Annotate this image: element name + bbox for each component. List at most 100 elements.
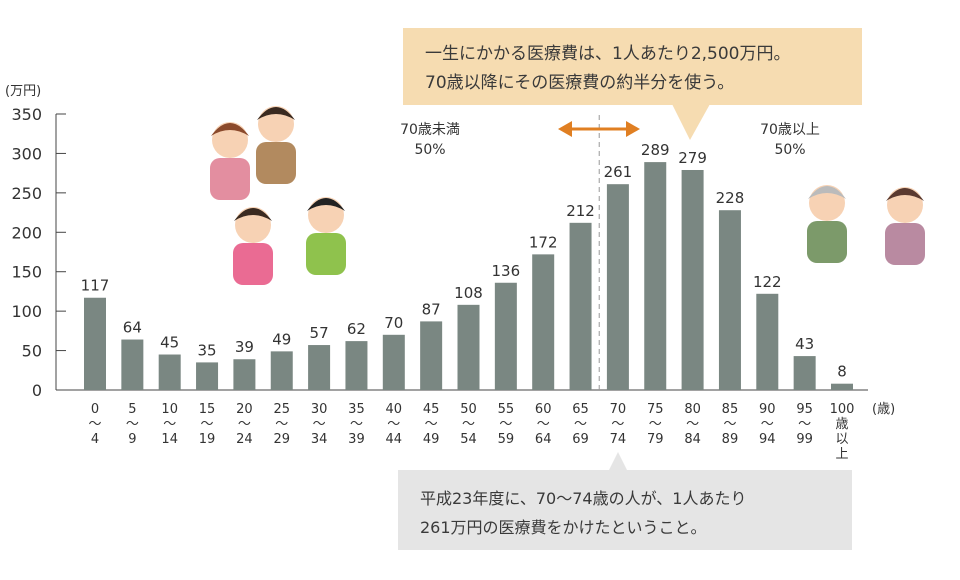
x-tick-label: 44 [386, 432, 403, 447]
bar [233, 359, 256, 390]
bar-value-label: 49 [272, 330, 291, 348]
bar [158, 354, 181, 390]
father-illustration-hair [257, 107, 295, 120]
x-tick-label: 20 [236, 402, 253, 417]
x-tick-label: 75 [647, 402, 664, 417]
x-tick-label: 〜 [537, 417, 550, 432]
bar-value-label: 122 [753, 273, 782, 291]
bar-value-label: 35 [198, 341, 217, 359]
x-tick-label: 54 [460, 432, 477, 447]
x-tick-label: 19 [199, 432, 216, 447]
x-tick-label: 4 [91, 432, 99, 447]
x-tick-label: 以 [835, 432, 848, 447]
bar [420, 321, 443, 390]
y-tick-label: 350 [11, 105, 42, 124]
arrow-right-head [626, 121, 640, 137]
annotation-under70-value: 50% [414, 142, 446, 158]
x-tick-label: 〜 [686, 417, 699, 432]
x-tick-label: 35 [348, 402, 365, 417]
bar [494, 282, 517, 390]
x-tick-label: 15 [199, 402, 216, 417]
y-tick-label: 250 [11, 184, 42, 203]
y-tick-label: 150 [11, 263, 42, 282]
x-tick-label: 〜 [649, 417, 662, 432]
callout-bottom: 平成23年度に、70〜74歳の人が、1人あたり 261万円の医療費をかけたという… [398, 470, 852, 550]
x-tick-label: 〜 [798, 417, 811, 432]
bar [569, 222, 592, 390]
x-tick-label: 60 [535, 402, 552, 417]
x-tick-label: 14 [161, 432, 178, 447]
girl-illustration-body [233, 243, 273, 285]
arrow-left-head [558, 121, 572, 137]
bar-value-label: 87 [422, 300, 441, 318]
x-axis-label: (歳) [872, 402, 895, 417]
callout-top-line1: 一生にかかる医療費は、1人あたり2,500万円。 [425, 44, 791, 64]
callout-top: 一生にかかる医療費は、1人あたり2,500万円。 70歳以降にその医療費の約半分… [403, 28, 862, 105]
bar [606, 184, 629, 390]
boy-illustration-hair [307, 198, 345, 211]
x-tick-label: 〜 [238, 417, 251, 432]
callout-bottom-pointer [608, 452, 628, 472]
x-tick-label: 〜 [499, 417, 512, 432]
bar-value-label: 62 [347, 320, 366, 338]
x-tick-label: 79 [647, 432, 664, 447]
annotation-over70-label: 70歳以上 [760, 122, 820, 138]
x-tick-label: 40 [386, 402, 403, 417]
x-tick-label: 39 [348, 432, 365, 447]
x-tick-label: 〜 [723, 417, 736, 432]
bar [532, 254, 555, 390]
x-tick-label: 65 [572, 402, 589, 417]
x-tick-label: 9 [128, 432, 136, 447]
bar-value-label: 64 [123, 319, 142, 337]
x-tick-label: 25 [273, 402, 290, 417]
bar [121, 339, 144, 390]
x-tick-label: 90 [759, 402, 776, 417]
x-tick-label: 49 [423, 432, 440, 447]
x-tick-label: 50 [460, 402, 477, 417]
boy-illustration-body [306, 233, 346, 275]
x-tick-label: 〜 [163, 417, 176, 432]
mother-illustration-body [210, 158, 250, 200]
x-tick-label: 〜 [126, 417, 139, 432]
x-tick-label: 〜 [761, 417, 774, 432]
y-axis-label: (万円) [5, 84, 41, 99]
x-tick-label: 〜 [201, 417, 214, 432]
x-tick-label: 〜 [387, 417, 400, 432]
bar-value-label: 45 [160, 334, 179, 352]
mother-illustration-hair [211, 123, 249, 136]
bar [831, 383, 853, 390]
x-tick-label: 〜 [425, 417, 438, 432]
callout-bottom-line2: 261万円の医療費をかけたということ。 [420, 518, 707, 537]
bar [756, 293, 779, 390]
x-tick-label: 〜 [313, 417, 326, 432]
callout-bottom-line1: 平成23年度に、70〜74歳の人が、1人あたり [420, 489, 747, 508]
x-tick-label: 99 [796, 432, 813, 447]
annotation-under70: 70歳未満 50% [385, 120, 475, 160]
grandfather-illustration-body [807, 221, 847, 263]
bar-value-label: 136 [492, 262, 521, 280]
bar [196, 362, 219, 390]
bar [382, 334, 405, 390]
bar-value-label: 117 [81, 277, 110, 295]
bar-value-label: 108 [454, 284, 483, 302]
x-tick-label: 70 [610, 402, 627, 417]
x-tick-label: 上 [835, 447, 848, 462]
bar [345, 341, 368, 390]
x-tick-label: 80 [684, 402, 701, 417]
x-tick-label: 95 [796, 402, 813, 417]
bar-value-label: 43 [795, 335, 814, 353]
grandmother-illustration-body [885, 223, 925, 265]
bar [308, 345, 331, 390]
girl-illustration-hair [234, 208, 272, 221]
father-illustration-body [256, 142, 296, 184]
bar [457, 304, 480, 390]
bar-value-label: 279 [678, 149, 707, 167]
x-tick-label: 〜 [574, 417, 587, 432]
x-tick-label: 〜 [88, 417, 101, 432]
x-tick-label: 84 [684, 432, 701, 447]
x-tick-label: 〜 [275, 417, 288, 432]
x-tick-label: 34 [311, 432, 328, 447]
grandfather-illustration-hair [808, 186, 846, 199]
x-tick-label: 59 [498, 432, 515, 447]
